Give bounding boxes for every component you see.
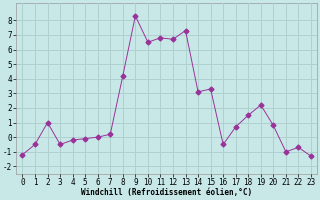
X-axis label: Windchill (Refroidissement éolien,°C): Windchill (Refroidissement éolien,°C): [81, 188, 252, 197]
